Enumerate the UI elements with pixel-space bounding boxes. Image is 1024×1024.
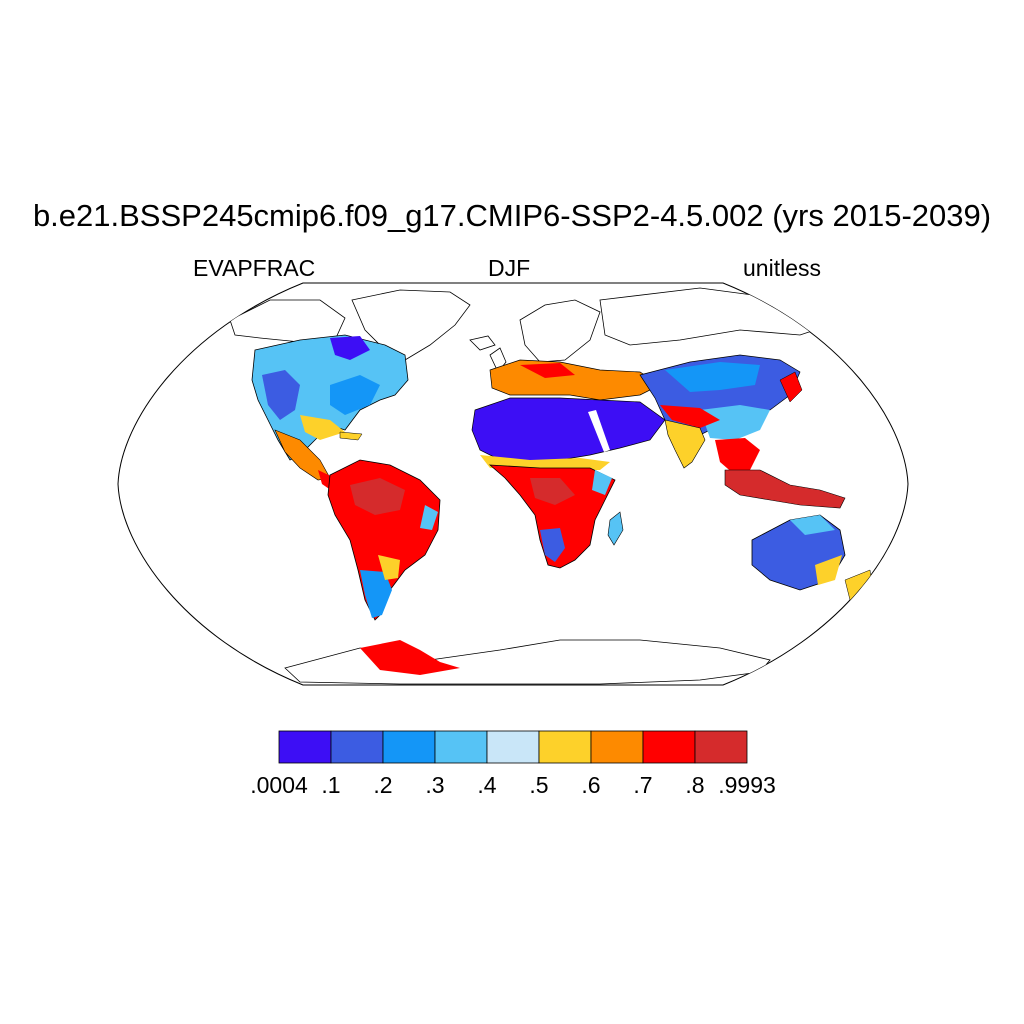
congo-core <box>530 478 575 505</box>
colorbar-swatch-5 <box>538 730 592 764</box>
units-label: unitless <box>743 255 821 281</box>
amazon-core <box>350 478 405 515</box>
scandinavia-outline <box>519 299 601 363</box>
southeast-asia <box>715 438 760 475</box>
arctic-canada-outline <box>229 299 346 343</box>
north-america-north <box>330 336 370 360</box>
europe-north <box>520 363 575 378</box>
season-label: DJF <box>488 255 531 281</box>
colorbar-swatch-6 <box>590 730 644 764</box>
himalaya-band <box>660 405 720 428</box>
sahara-region <box>471 397 666 463</box>
north-america-east <box>330 375 380 415</box>
red-sea <box>588 410 610 452</box>
australia-southeast <box>815 555 842 585</box>
colorbar-swatch-1 <box>330 730 384 764</box>
colorbar-swatch-8 <box>694 730 748 764</box>
colorbar-swatch-2 <box>382 730 436 764</box>
china-region <box>700 405 770 440</box>
gulf-coast <box>300 415 345 440</box>
pampas <box>378 555 400 580</box>
north-america-dry-west <box>262 370 300 420</box>
antarctica-outline <box>284 639 771 685</box>
cuba <box>339 431 363 441</box>
madagascar <box>607 511 624 546</box>
brazil-east <box>420 505 438 530</box>
india-region <box>664 419 706 469</box>
new-zealand <box>844 569 873 601</box>
map-title: b.e21.BSSP245cmip6.f09_g17.CMIP6-SSP2-4.… <box>32 198 992 233</box>
indonesia-region <box>724 469 846 509</box>
japan-korea <box>779 371 803 403</box>
australia-north <box>790 515 835 535</box>
russia-north-outline <box>599 287 831 346</box>
colorbar-swatch-0 <box>278 730 332 764</box>
europe-region <box>489 359 661 401</box>
south-america-south <box>360 570 392 618</box>
variable-label: EVAPFRAC <box>193 255 316 281</box>
iceland-outline <box>469 335 496 351</box>
southern-africa-dry <box>540 528 565 562</box>
colorbar <box>278 730 748 764</box>
colorbar-swatch-4 <box>486 730 540 764</box>
greenland-outline <box>351 289 471 361</box>
east-africa <box>592 470 612 495</box>
antarctic-peninsula <box>360 640 460 675</box>
colorbar-swatch-3 <box>434 730 488 764</box>
colorbar-swatch-7 <box>642 730 696 764</box>
map-boundary <box>117 282 909 686</box>
central-asia <box>665 362 760 392</box>
